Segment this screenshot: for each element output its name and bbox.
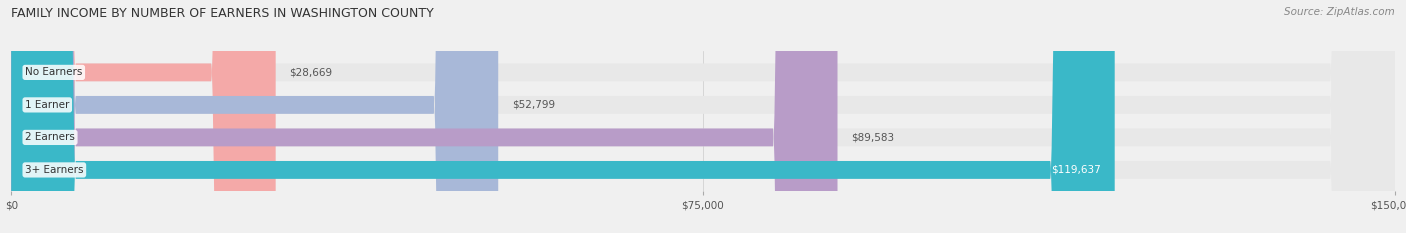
FancyBboxPatch shape bbox=[11, 0, 498, 233]
Text: 1 Earner: 1 Earner bbox=[25, 100, 69, 110]
FancyBboxPatch shape bbox=[11, 0, 276, 233]
Text: $119,637: $119,637 bbox=[1052, 165, 1101, 175]
Text: $89,583: $89,583 bbox=[852, 132, 894, 142]
Text: $28,669: $28,669 bbox=[290, 67, 333, 77]
Text: 2 Earners: 2 Earners bbox=[25, 132, 75, 142]
FancyBboxPatch shape bbox=[11, 0, 1395, 233]
Text: No Earners: No Earners bbox=[25, 67, 83, 77]
Text: 3+ Earners: 3+ Earners bbox=[25, 165, 83, 175]
Text: FAMILY INCOME BY NUMBER OF EARNERS IN WASHINGTON COUNTY: FAMILY INCOME BY NUMBER OF EARNERS IN WA… bbox=[11, 7, 434, 20]
FancyBboxPatch shape bbox=[11, 0, 1115, 233]
FancyBboxPatch shape bbox=[11, 0, 1395, 233]
Text: $52,799: $52,799 bbox=[512, 100, 555, 110]
FancyBboxPatch shape bbox=[11, 0, 1395, 233]
FancyBboxPatch shape bbox=[11, 0, 1395, 233]
FancyBboxPatch shape bbox=[11, 0, 838, 233]
Text: Source: ZipAtlas.com: Source: ZipAtlas.com bbox=[1284, 7, 1395, 17]
